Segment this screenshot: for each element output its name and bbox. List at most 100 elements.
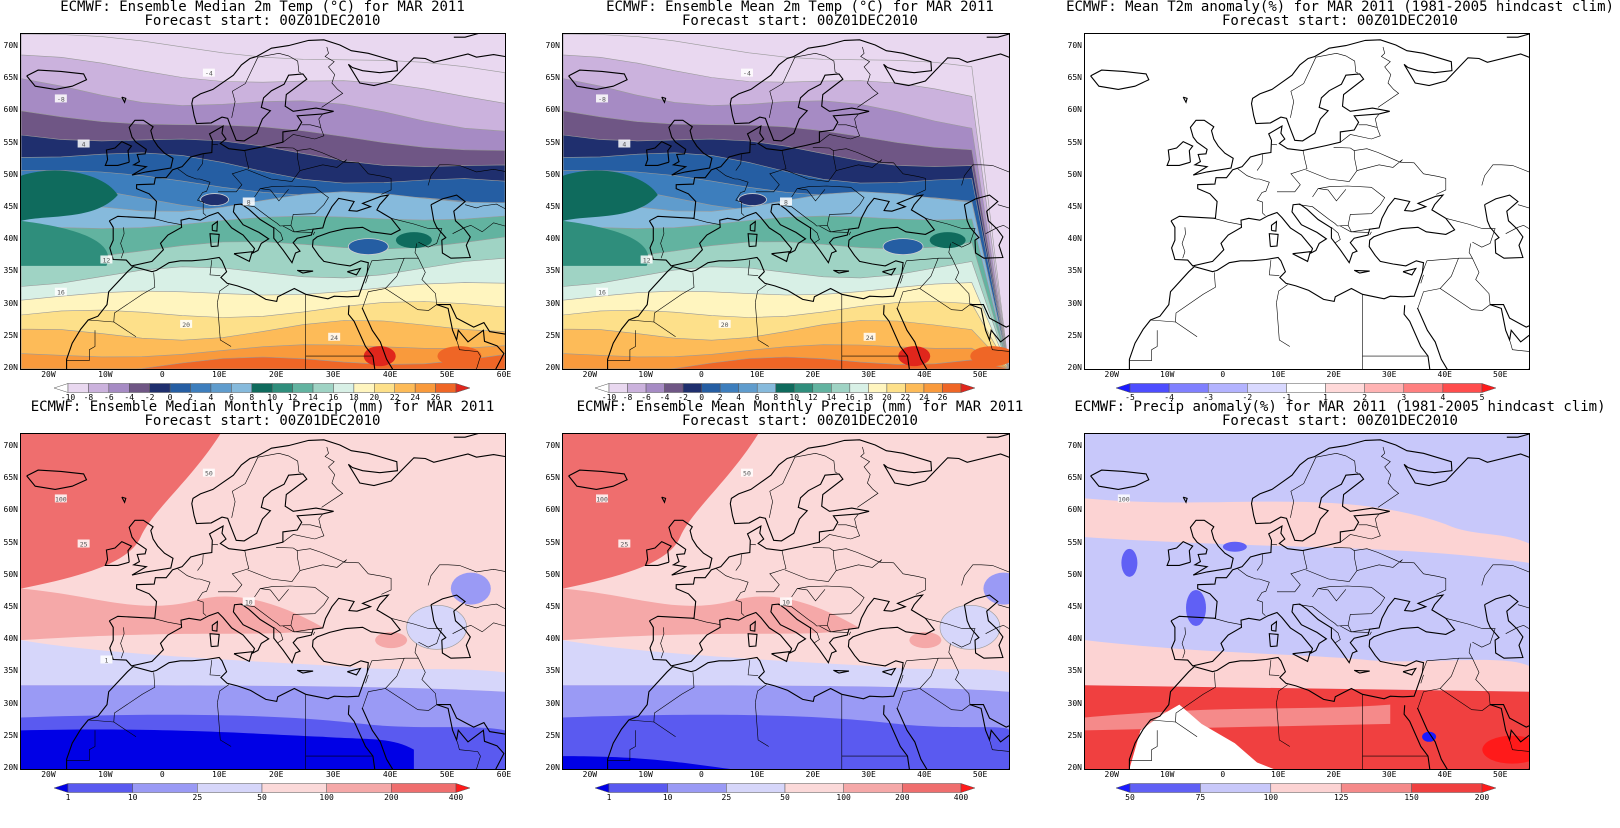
map-title: ECMWF: Mean T2m anomaly(%) for MAR 2011 …: [1066, 0, 1614, 15]
colorbar-label: 100: [1263, 793, 1279, 802]
latitude-tick-label: 65N: [3, 73, 18, 83]
contour-label-box: [618, 539, 631, 548]
contour-label: 10: [782, 599, 790, 607]
colorbar-swatch: [394, 383, 416, 393]
colorbar-label: 25: [721, 793, 732, 802]
map-canvas: 100 50 25 10: [563, 434, 1009, 769]
colorbar-swatch: [353, 383, 375, 393]
longitude-tick-label: 10W: [98, 370, 113, 379]
colorbar-label: 400: [953, 793, 969, 802]
colorbar-swatch: [843, 783, 903, 793]
latitude-tick-label: 60N: [3, 505, 18, 515]
map-canvas: 100: [1085, 434, 1529, 769]
colorbar: [54, 783, 470, 793]
map-title: ECMWF: Ensemble Mean Monthly Precip (mm)…: [576, 399, 1024, 415]
contour-label: 100: [1118, 495, 1130, 503]
colorbar-label: 125: [1333, 793, 1349, 802]
latitude-tick-label: 50N: [1067, 169, 1082, 179]
colorbar-swatch: [54, 383, 69, 393]
colorbar-swatch: [812, 383, 832, 393]
colorbar-label: 75: [1195, 793, 1206, 802]
colorbar-label: 50: [257, 793, 267, 802]
contour-label: -8: [57, 95, 65, 103]
contour-label: 24: [330, 334, 338, 342]
latitude-tick-label: 70N: [545, 440, 560, 450]
map-subtitle: Forecast start: 00Z01DEC2010: [681, 413, 918, 429]
longitude-tick-label: 50E: [1493, 770, 1508, 779]
colorbar-label: 14: [826, 393, 837, 402]
colorbar-label: 100: [319, 793, 334, 802]
colorbar-swatch: [251, 383, 273, 393]
colorbar-label: 6: [754, 393, 760, 402]
colorbar-swatch: [1207, 383, 1248, 393]
colorbar-label: -2: [678, 393, 688, 402]
colorbar-swatch: [1411, 783, 1483, 793]
longitude-tick-label: 40E: [1437, 770, 1452, 779]
colorbar-label: 2: [1362, 393, 1368, 402]
map-canvas: 100 50 25 10 1: [21, 434, 505, 769]
longitude-tick-label: 20E: [1326, 770, 1341, 779]
latitude-tick-label: 45N: [1067, 601, 1082, 611]
latitude-tick-label: 70N: [545, 40, 560, 50]
contour-label: 20: [721, 321, 729, 329]
latitude-tick-label: 40N: [3, 634, 18, 644]
colorbar-swatch: [794, 383, 814, 393]
colorbar-swatch: [190, 383, 212, 393]
latitude-tick-label: 65N: [1067, 73, 1082, 83]
map-plot-area: 100: [1084, 433, 1530, 770]
latitude-tick-label: 45N: [545, 201, 560, 211]
longitude-tick-label: 30E: [1382, 370, 1397, 379]
contour-label: 50: [743, 470, 751, 478]
colorbar-label: 1: [606, 793, 612, 802]
colorbar-label: -4: [659, 393, 670, 402]
latitude-tick-label: 40N: [1067, 234, 1082, 244]
colorbar-swatch: [1247, 383, 1287, 393]
contour-label: 12: [643, 256, 651, 264]
latitude-tick-label: 25N: [1067, 730, 1082, 740]
colorbar-swatch: [960, 383, 975, 393]
contour-label-box: [640, 255, 653, 264]
colorbar-label: 10: [267, 393, 278, 402]
colorbar-label: -3: [1203, 393, 1214, 402]
latitude-tick-label: 25N: [545, 330, 560, 340]
contour-label: 25: [80, 541, 88, 549]
colorbar-swatch: [595, 383, 610, 393]
latitude-tick-label: 55N: [1067, 537, 1082, 547]
colorbar: [1116, 383, 1496, 393]
colorbar-label: 5: [1479, 393, 1485, 402]
map-canvas: [1090, 34, 1529, 369]
longitude-tick-label: 50E: [1493, 370, 1508, 379]
latitude-tick-label: 35N: [3, 266, 18, 276]
latitude-tick-label: 50N: [3, 569, 18, 579]
colorbar-swatch: [169, 383, 191, 393]
colorbar-label: -5: [1125, 393, 1135, 402]
colorbar-swatch: [849, 383, 869, 393]
colorbar-swatch: [88, 383, 110, 393]
colorbar-swatch: [1364, 383, 1405, 393]
colorbar-label: 12: [287, 393, 298, 402]
latitude-tick-label: 20N: [545, 763, 560, 772]
latitude-tick-label: 40N: [3, 234, 18, 244]
colorbar-swatch: [129, 383, 150, 393]
contour-label-box: [596, 287, 609, 296]
latitude-tick-label: 20N: [3, 363, 18, 372]
contour-label-box: [596, 494, 609, 503]
map-plot-area: -8 -4 4 8 12 16 20 24: [20, 33, 506, 370]
contour-label-box: [180, 319, 193, 328]
longitude-tick-label: 30E: [861, 770, 876, 779]
contour-label-box: [780, 597, 792, 606]
colorbar-swatch: [664, 383, 684, 393]
colorbar-swatch: [831, 383, 851, 393]
map-canvas: -8 -4 4 8 12 16 20 24: [563, 34, 1009, 369]
colorbar-swatch: [1481, 783, 1496, 793]
colorbar-swatch: [374, 383, 395, 393]
colorbar-label: 8: [773, 393, 779, 402]
longitude-tick-label: 10E: [1271, 770, 1286, 779]
contour-label-box: [328, 332, 341, 341]
longitude-tick-label: 30E: [325, 370, 341, 379]
colorbar-label: 16: [328, 393, 339, 402]
longitude-tick-label: 0: [1220, 770, 1226, 779]
latitude-tick-label: 50N: [3, 169, 18, 179]
latitude-tick-label: 65N: [1067, 473, 1082, 483]
colorbar-label: 24: [919, 393, 929, 402]
